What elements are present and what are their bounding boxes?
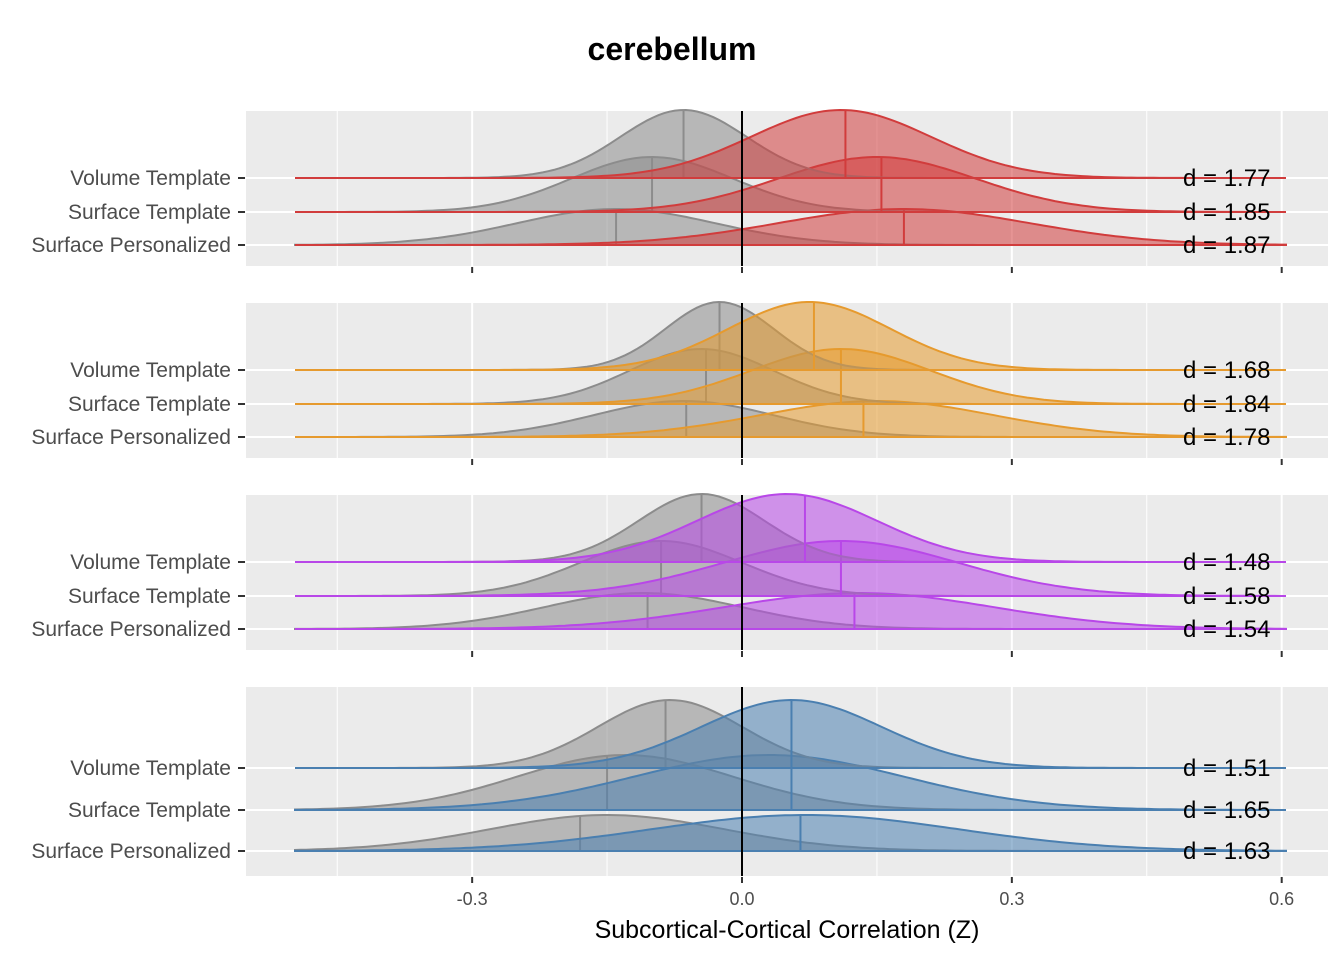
panel-4: d = 1.63 d = 1.65 d = 1.51 [246,687,1328,876]
color-density-3 [294,814,1287,852]
y-tick-label: Surface Personalized [31,234,231,257]
chart-title: cerebellum [588,31,757,67]
x-tick-label: -0.3 [457,889,488,909]
panel-1: d = 1.87 d = 1.85 d = 1.77 [246,108,1328,266]
x-axis-label: Subcortical-Cortical Correlation (Z) [595,916,980,944]
color-density-1 [295,301,1286,371]
cohen-d-label: d = 1.65 [1183,797,1270,824]
cohen-d-label: d = 1.78 [1183,424,1270,451]
panels-group: d = 1.87 d = 1.85 d = 1.77 Surface Personal… [31,108,1328,909]
y-tick-label: Volume Template [70,359,231,382]
y-tick-label: Volume Template [70,757,231,780]
color-density-3 [295,400,1287,438]
cohen-d-label: d = 1.85 [1183,199,1270,226]
cohen-d-label: d = 1.51 [1183,755,1270,782]
y-tick-label: Surface Personalized [31,618,231,641]
x-tick-label: 0.6 [1269,889,1294,909]
cohen-d-label: d = 1.84 [1183,391,1270,418]
x-tick-label: 0.3 [999,889,1024,909]
cohen-d-label: d = 1.63 [1183,838,1270,865]
panel-3: d = 1.54 d = 1.58 d = 1.48 [246,492,1328,650]
y-tick-label: Volume Template [70,551,231,574]
cohen-d-label: d = 1.87 [1183,232,1270,259]
y-tick-label: Surface Personalized [31,426,231,449]
y-tick-label: Surface Template [68,201,231,224]
y-tick-label: Surface Personalized [31,840,231,863]
y-tick-label: Surface Template [68,585,231,608]
cohen-d-label: d = 1.48 [1183,549,1270,576]
cohen-d-label: d = 1.68 [1183,357,1270,384]
cohen-d-label: d = 1.77 [1183,165,1270,192]
y-tick-label: Volume Template [70,167,231,190]
y-tick-label: Surface Template [68,393,231,416]
color-density-1 [295,108,1286,179]
cohen-d-label: d = 1.54 [1183,616,1270,643]
color-density-1 [295,492,1286,563]
color-density-3 [295,208,1287,246]
y-tick-label: Surface Template [68,799,231,822]
panel-2: d = 1.78 d = 1.84 d = 1.68 [246,300,1328,458]
x-tick-label: 0.0 [729,889,754,909]
cohen-d-label: d = 1.58 [1183,583,1270,610]
